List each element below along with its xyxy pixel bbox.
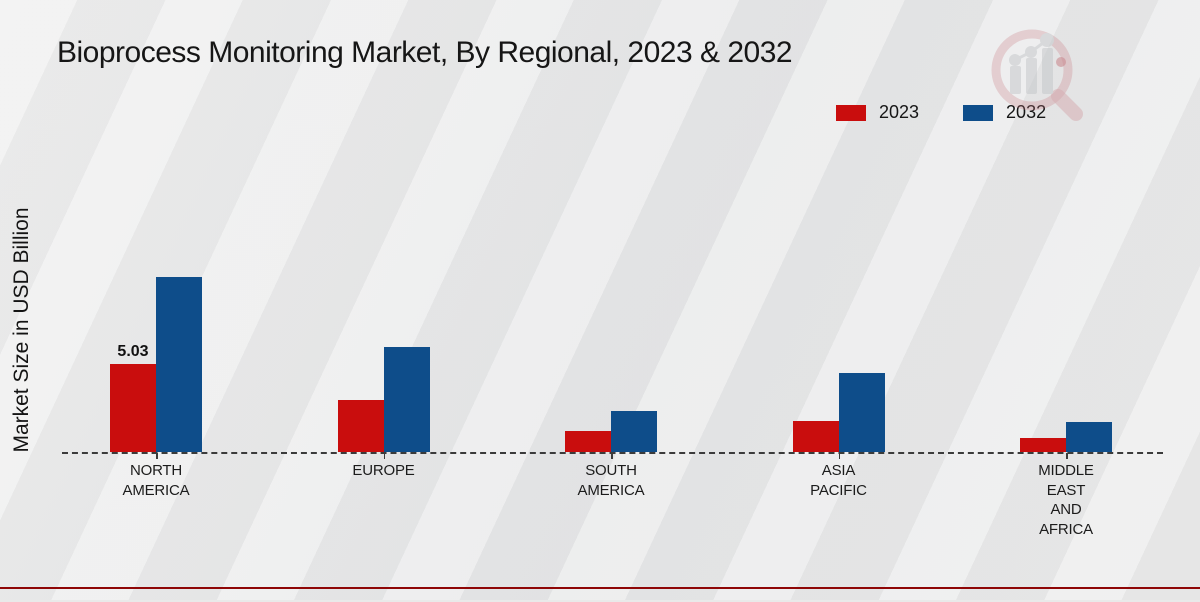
legend-swatch-2023-icon [836,104,866,121]
legend-item-2023: 2023 [836,102,919,123]
x-axis-baseline [62,452,1163,454]
category-label-north-america: NORTH AMERICA [122,462,190,499]
x-axis-tick-south-america [611,453,613,459]
category-label-europe: EUROPE [352,462,415,479]
bar-2032-north-america [156,277,202,452]
x-axis-tick-north-america [156,453,158,459]
legend: 2023 2032 [836,102,1046,123]
category-label-asia-pacific: ASIA PACIFIC [810,462,867,499]
bar-2032-europe [383,347,430,452]
data-label-2023-north-america: 5.03 [117,343,149,360]
bar-2032-middle-east-and-africa [1066,422,1112,452]
legend-label-2032: 2032 [1006,102,1047,122]
bar-2032-south-america [611,411,657,452]
x-axis-tick-europe [383,453,385,459]
bar-2023-south-america [565,431,611,452]
bar-2023-north-america [110,364,156,452]
legend-swatch-2032-icon [963,104,994,121]
legend-item-2032: 2032 [963,102,1046,123]
bar-2032-asia-pacific [838,373,885,452]
brand-logo-magnifier-chart-icon [991,29,1083,121]
x-axis-tick-asia-pacific [838,453,840,459]
category-label-south-america: SOUTH AMERICA [577,462,645,499]
x-axis-tick-middle-east-and-africa [1066,453,1068,459]
footer-accent-bar [0,587,1200,602]
chart-title: Bioprocess Monitoring Market, By Regiona… [57,36,793,69]
bar-2023-asia-pacific [792,421,839,452]
legend-label-2023: 2023 [879,102,920,122]
bar-2023-middle-east-and-africa [1020,438,1066,452]
bar-2023-europe [337,400,384,452]
category-label-middle-east-and-africa: MIDDLE EAST AND AFRICA [1038,462,1094,538]
